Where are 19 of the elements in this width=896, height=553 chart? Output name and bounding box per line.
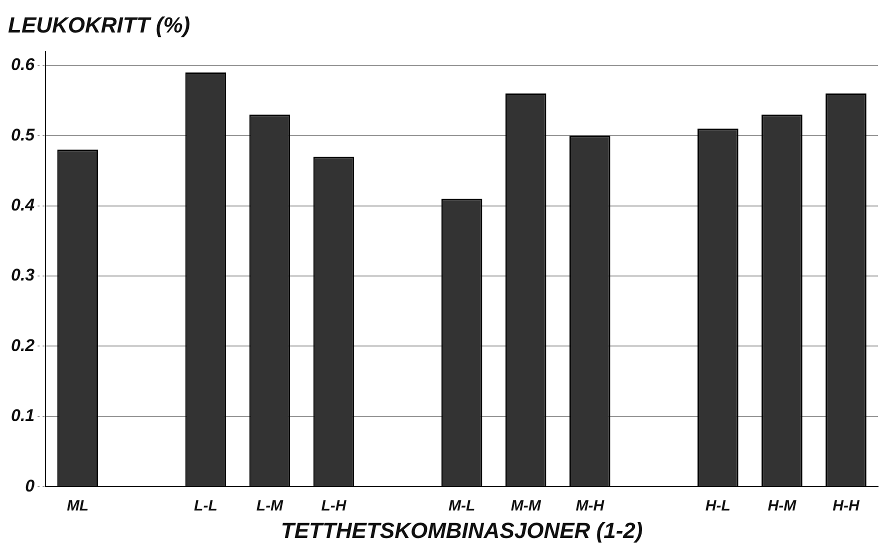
chart-title: LEUKOKRITT (%) xyxy=(8,12,190,38)
y-tick-label: 0.4 xyxy=(10,196,36,215)
x-tick-label: L-M xyxy=(256,498,284,515)
x-tick-label: H-L xyxy=(705,498,730,515)
x-tick-label: M-H xyxy=(576,498,606,515)
x-tick-label: L-H xyxy=(321,498,348,515)
x-axis-title: TETTHETSKOMBINASJONER (1-2) xyxy=(280,518,643,543)
x-tick-label: H-H xyxy=(832,498,860,515)
x-tick-label: M-M xyxy=(510,498,542,515)
y-tick-label: 0.6 xyxy=(10,55,36,74)
y-tick-label: 0.3 xyxy=(10,266,36,285)
x-tick-label: M-L xyxy=(448,498,476,515)
x-tick-label: L-L xyxy=(194,498,218,515)
y-tick-label: 0.1 xyxy=(10,406,35,426)
y-tick-label: 0.5 xyxy=(10,125,36,144)
y-tick-label: 0 xyxy=(25,476,36,496)
y-tick-label: 0.2 xyxy=(10,336,36,355)
x-tick-label: ML xyxy=(66,498,88,515)
x-tick-label: H-M xyxy=(768,498,797,515)
